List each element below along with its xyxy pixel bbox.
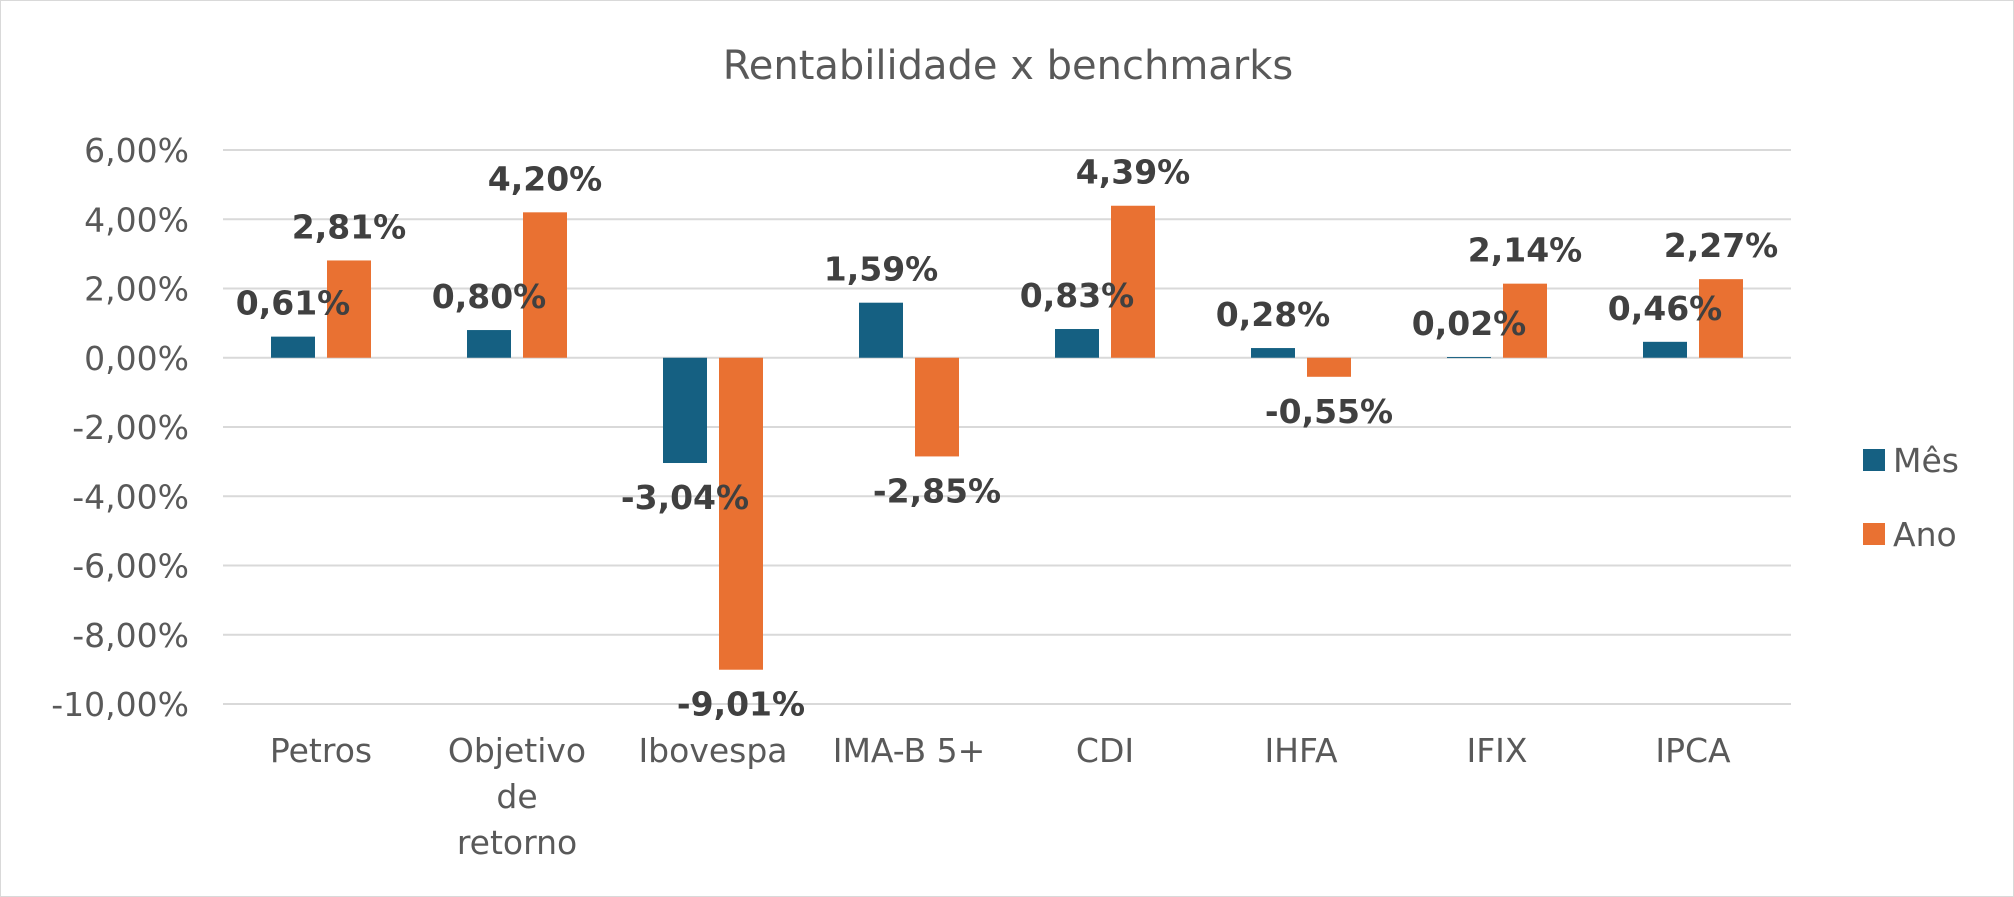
bar-ano-7 [1699, 279, 1743, 358]
y-tick-label: -8,00% [72, 616, 189, 655]
category-label: Ibovespa [638, 731, 787, 770]
category-label: IFIX [1466, 731, 1527, 770]
y-tick-label: 2,00% [84, 270, 189, 309]
data-label: 2,27% [1664, 226, 1779, 265]
data-label: -2,85% [873, 471, 1001, 510]
y-tick-label: -4,00% [72, 477, 189, 516]
bar-ano-5 [1307, 357, 1351, 377]
category-label: Objetivo de retorno [448, 731, 586, 862]
bar-ms-3 [859, 302, 903, 358]
bar-ano-3 [915, 357, 959, 457]
data-label: 4,39% [1076, 153, 1191, 192]
bar-ms-0 [271, 336, 315, 358]
data-label: 2,14% [1468, 231, 1583, 270]
legend-swatch-ms [1863, 449, 1885, 471]
chart-title: Rentabilidade x benchmarks [723, 43, 1294, 89]
bar-ano-0 [327, 260, 371, 358]
data-label: 0,02% [1412, 304, 1527, 343]
legend-swatch-ano [1863, 523, 1885, 545]
bar-ms-1 [467, 330, 511, 358]
bar-ano-6 [1503, 283, 1547, 358]
data-label: 0,80% [432, 277, 547, 316]
data-label: 1,59% [824, 250, 939, 289]
y-tick-label: -2,00% [72, 408, 189, 447]
data-label: 0,28% [1216, 295, 1331, 334]
bar-ms-2 [663, 357, 707, 464]
category-label: CDI [1076, 731, 1134, 770]
data-label: 2,81% [292, 207, 407, 246]
data-label: -3,04% [621, 478, 749, 517]
bar-ano-4 [1111, 205, 1155, 358]
bar-ano-2 [719, 357, 763, 670]
y-tick-label: -6,00% [72, 547, 189, 586]
legend-label: Mês [1893, 441, 1959, 480]
bar-ms-5 [1251, 348, 1295, 358]
category-label: IHFA [1264, 731, 1337, 770]
data-label: 0,46% [1608, 289, 1723, 328]
category-label: Petros [270, 731, 372, 770]
category-label: IMA-B 5+ [833, 731, 986, 770]
y-tick-label: 0,00% [84, 339, 189, 378]
category-label: IPCA [1655, 731, 1731, 770]
bar-ms-4 [1055, 329, 1099, 358]
data-label: -0,55% [1265, 392, 1393, 431]
bar-ano-1 [523, 212, 567, 358]
y-tick-label: 4,00% [84, 200, 189, 239]
legend-label: Ano [1893, 515, 1957, 554]
data-label: 0,83% [1020, 276, 1135, 315]
data-label: 0,61% [236, 284, 351, 323]
bar-ms-7 [1643, 341, 1687, 358]
y-tick-label: -10,00% [51, 685, 189, 724]
data-label: 4,20% [488, 159, 603, 198]
data-label: -9,01% [677, 685, 805, 724]
bar-ms-6 [1447, 357, 1491, 359]
y-tick-label: 6,00% [84, 131, 189, 170]
